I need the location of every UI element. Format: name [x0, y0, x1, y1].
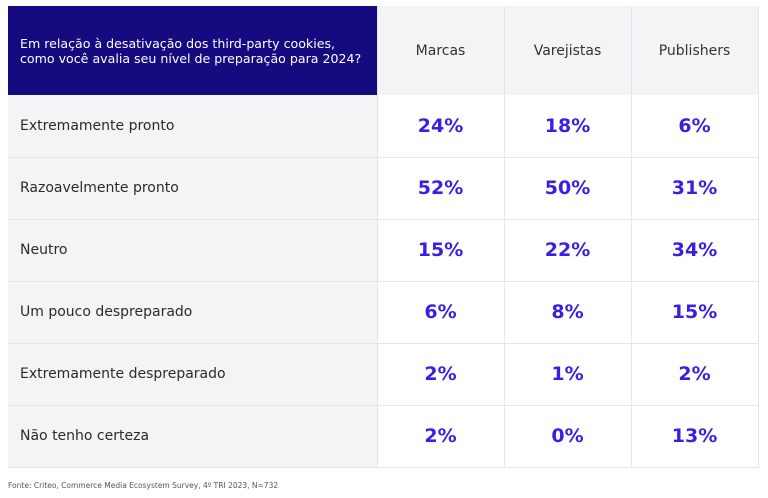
cell-value: 52% [376, 157, 504, 220]
table-row: Extremamente pronto 24% 18% 6% [8, 95, 759, 158]
table-row: Razoavelmente pronto 52% 50% 31% [8, 157, 759, 220]
row-label: Não tenho certeza [8, 405, 377, 468]
cell-value: 22% [503, 219, 631, 282]
table-row: Extremamente despreparado 2% 1% 2% [8, 343, 759, 406]
table-row: Um pouco despreparado 6% 8% 15% [8, 281, 759, 344]
row-label: Extremamente pronto [8, 95, 377, 158]
survey-table: Em relação à desativação dos third-party… [8, 6, 759, 468]
cell-value: 1% [503, 343, 631, 406]
cell-value: 8% [503, 281, 631, 344]
column-header-varejistas: Varejistas [503, 6, 631, 95]
cell-value: 6% [630, 95, 759, 158]
column-header-publishers: Publishers [630, 6, 759, 95]
cell-value: 2% [630, 343, 759, 406]
cell-value: 18% [503, 95, 631, 158]
cell-value: 0% [503, 405, 631, 468]
cell-value: 13% [630, 405, 759, 468]
row-label: Extremamente despreparado [8, 343, 377, 406]
cell-value: 24% [376, 95, 504, 158]
cell-value: 34% [630, 219, 759, 282]
source-footnote: Fonte: Criteo, Commerce Media Ecosystem … [8, 481, 279, 490]
cell-value: 31% [630, 157, 759, 220]
header-row: Em relação à desativação dos third-party… [8, 6, 759, 95]
cell-value: 15% [630, 281, 759, 344]
cell-value: 50% [503, 157, 631, 220]
row-label: Um pouco despreparado [8, 281, 377, 344]
cell-value: 6% [376, 281, 504, 344]
column-header-marcas: Marcas [376, 6, 504, 95]
row-label: Neutro [8, 219, 377, 282]
row-label: Razoavelmente pronto [8, 157, 377, 220]
question-header: Em relação à desativação dos third-party… [8, 6, 377, 95]
cell-value: 15% [376, 219, 504, 282]
cell-value: 2% [376, 343, 504, 406]
cell-value: 2% [376, 405, 504, 468]
table-row: Não tenho certeza 2% 0% 13% [8, 405, 759, 468]
table-row: Neutro 15% 22% 34% [8, 219, 759, 282]
